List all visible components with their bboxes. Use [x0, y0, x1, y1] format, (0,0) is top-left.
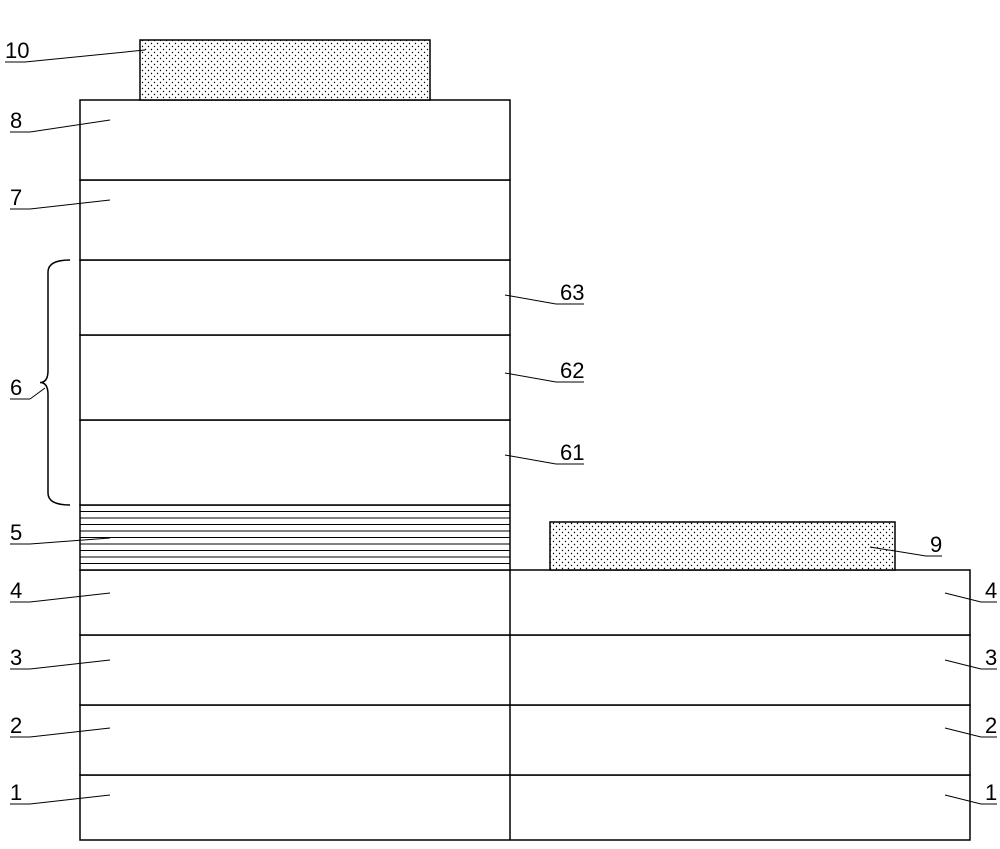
callout-label: 4 [985, 578, 997, 603]
layer-l10 [140, 40, 430, 100]
layer-l1 [80, 775, 970, 840]
callout-label: 2 [10, 713, 22, 738]
callout-label: 62 [560, 358, 584, 383]
callout-label: 4 [10, 578, 22, 603]
layer-l4 [80, 570, 970, 635]
callout-label: 1 [10, 780, 22, 805]
layer-l3 [80, 635, 970, 705]
callout-label: 6 [10, 375, 22, 400]
callout-label: 63 [560, 280, 584, 305]
callout-label: 1 [985, 780, 997, 805]
callout-label: 3 [985, 645, 997, 670]
layer-l61 [80, 420, 510, 505]
brace-6 [40, 260, 70, 505]
callout-label: 61 [560, 440, 584, 465]
layer-diagram: 10 8 7 6 5 4 3 2 1 63 62 61 9 4 3 2 1 [0, 0, 1000, 849]
layer-l2 [80, 705, 970, 775]
callout-label: 5 [10, 520, 22, 545]
callout-label: 3 [10, 645, 22, 670]
layer-l8 [80, 100, 510, 180]
callout-label: 8 [10, 108, 22, 133]
layer-l7 [80, 180, 510, 260]
layer-l62 [80, 335, 510, 420]
layer-l9 [550, 522, 895, 570]
callout-label: 10 [5, 38, 29, 63]
callout-label: 2 [985, 713, 997, 738]
callout-label: 7 [10, 185, 22, 210]
callout-label: 9 [930, 532, 942, 557]
layer-l63 [80, 260, 510, 335]
